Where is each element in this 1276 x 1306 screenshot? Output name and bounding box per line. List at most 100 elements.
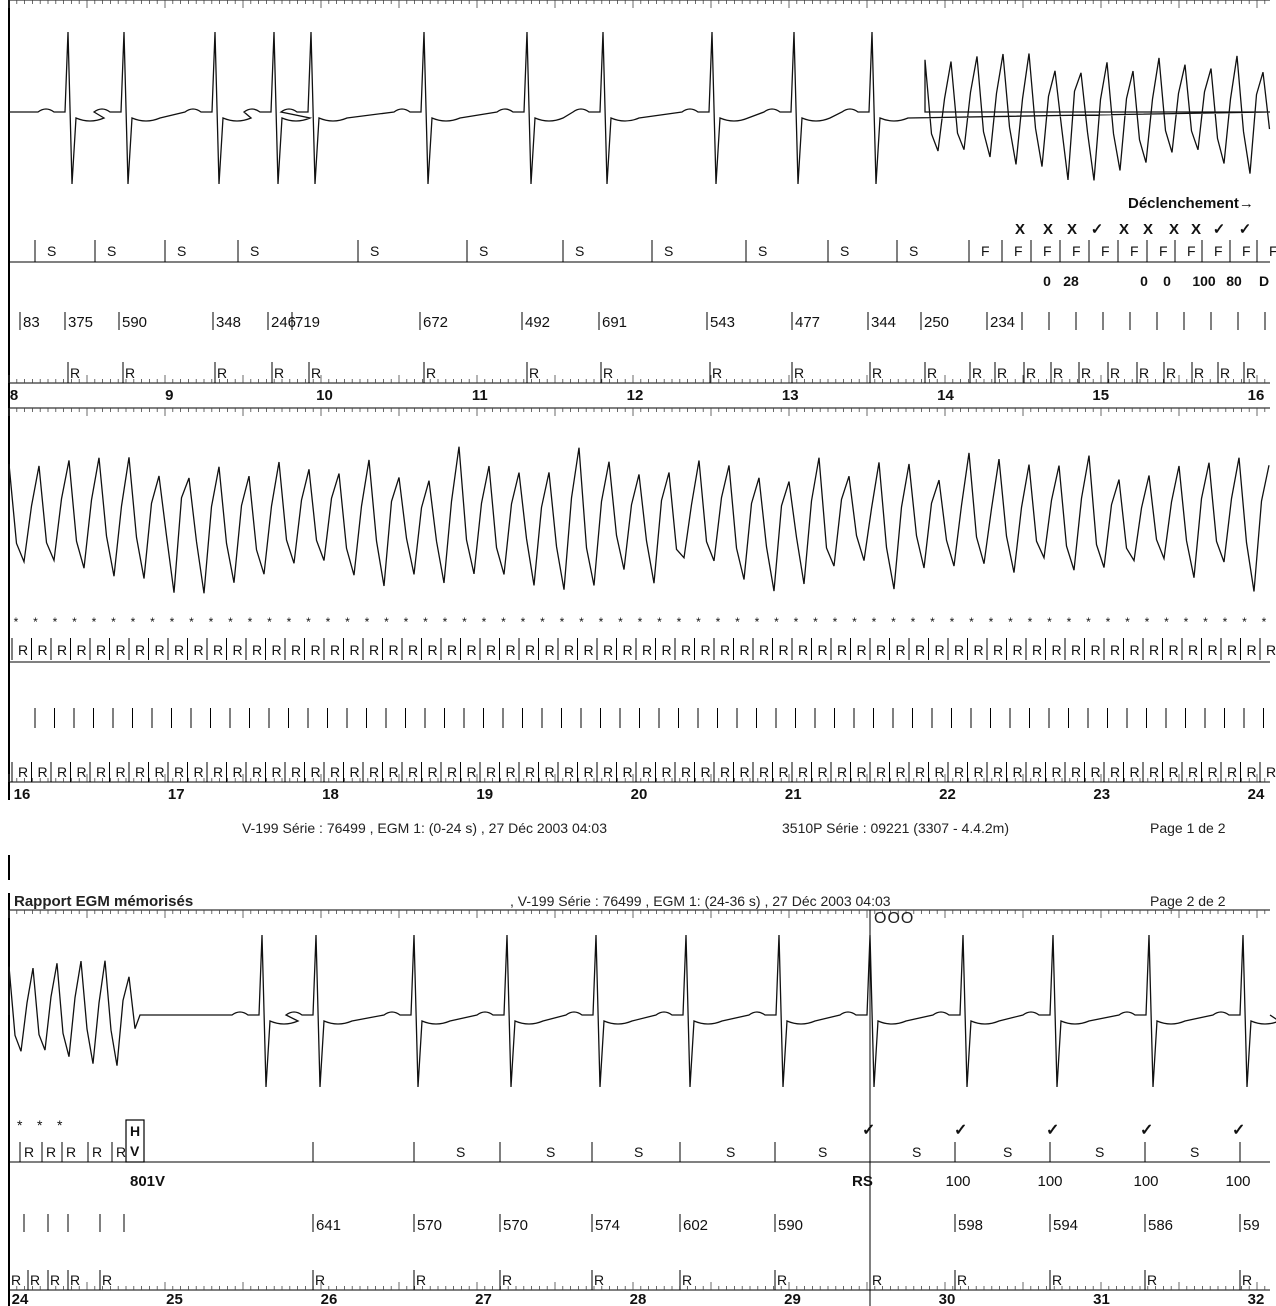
svg-text:R: R xyxy=(1208,642,1218,658)
svg-text:R: R xyxy=(759,642,769,658)
svg-text:R: R xyxy=(896,764,906,780)
svg-text:*: * xyxy=(1067,615,1072,629)
sense-marker: R xyxy=(712,365,722,381)
svg-text:*: * xyxy=(482,615,487,629)
svg-text:*: * xyxy=(774,615,779,629)
report-title: Rapport EGM mémorisés xyxy=(14,893,194,910)
sense-marker: R xyxy=(1026,365,1036,381)
sense-marker: R xyxy=(1081,365,1091,381)
percent-value: 100 xyxy=(1133,1173,1158,1190)
svg-text:R: R xyxy=(272,642,282,658)
svg-text:R: R xyxy=(623,642,633,658)
svg-text:R: R xyxy=(1169,764,1179,780)
svg-text:*: * xyxy=(14,615,19,629)
marker-label: S xyxy=(840,243,849,259)
page2-device: , V-199 Série : 76499 , EGM 1: (24-36 s)… xyxy=(510,893,891,909)
time-label: 32 xyxy=(1248,1291,1265,1306)
svg-text:*: * xyxy=(150,615,155,629)
svg-text:*: * xyxy=(326,615,331,629)
time-label: 15 xyxy=(1092,387,1109,404)
interval-value: 594 xyxy=(1053,1217,1078,1234)
svg-text:R: R xyxy=(50,1272,60,1288)
hv-label: H xyxy=(130,1123,140,1139)
svg-text:*: * xyxy=(228,615,233,629)
svg-text:*: * xyxy=(189,615,194,629)
svg-text:R: R xyxy=(447,764,457,780)
svg-text:R: R xyxy=(1227,642,1237,658)
svg-text:R: R xyxy=(1147,1272,1157,1288)
interval-value: 83 xyxy=(23,314,40,331)
trigger-label: Déclenchement→ xyxy=(1128,195,1254,212)
svg-text:*: * xyxy=(462,615,467,629)
check-mark: ✓ xyxy=(954,1122,967,1139)
count-value: 28 xyxy=(1063,273,1079,289)
svg-text:*: * xyxy=(306,615,311,629)
interval-value: 672 xyxy=(423,314,448,331)
svg-text:R: R xyxy=(740,642,750,658)
svg-text:R: R xyxy=(935,764,945,780)
svg-text:*: * xyxy=(891,615,896,629)
classification-mark: ✓ xyxy=(1239,221,1252,238)
marker-label: F xyxy=(1159,243,1168,259)
footer-programmer: 3510P Série : 09221 (3307 - 4.4.2m) xyxy=(782,820,1010,836)
svg-text:R: R xyxy=(872,1272,882,1288)
marker-label: S xyxy=(912,1144,921,1160)
interval-value: 590 xyxy=(778,1217,803,1234)
count-value: 0 xyxy=(1043,273,1051,289)
svg-text:R: R xyxy=(720,642,730,658)
svg-text:R: R xyxy=(155,764,165,780)
svg-text:R: R xyxy=(798,642,808,658)
svg-text:R: R xyxy=(701,764,711,780)
svg-text:*: * xyxy=(930,615,935,629)
svg-text:R: R xyxy=(174,764,184,780)
time-label: 14 xyxy=(937,387,954,404)
marker-label: S xyxy=(818,1144,827,1160)
check-mark: ✓ xyxy=(1140,1122,1153,1139)
svg-text:R: R xyxy=(416,1272,426,1288)
svg-text:R: R xyxy=(24,1144,34,1160)
time-label: 29 xyxy=(784,1291,801,1306)
svg-text:R: R xyxy=(30,1272,40,1288)
svg-text:R: R xyxy=(194,642,204,658)
svg-text:*: * xyxy=(833,615,838,629)
svg-text:R: R xyxy=(350,642,360,658)
svg-text:R: R xyxy=(233,642,243,658)
page2-page: Page 2 de 2 xyxy=(1150,893,1226,909)
svg-text:R: R xyxy=(837,764,847,780)
classification-mark: X xyxy=(1191,221,1201,238)
sense-marker: R xyxy=(927,365,937,381)
sense-marker: R xyxy=(1139,365,1149,381)
svg-text:*: * xyxy=(1164,615,1169,629)
count-value: 0 xyxy=(1140,273,1148,289)
svg-text:*: * xyxy=(794,615,799,629)
time-label: 22 xyxy=(939,786,956,803)
interval-value: 641 xyxy=(316,1217,341,1234)
svg-text:R: R xyxy=(1188,764,1198,780)
marker-label: S xyxy=(47,243,56,259)
percent-value: 100 xyxy=(1037,1173,1062,1190)
svg-text:R: R xyxy=(502,1272,512,1288)
svg-text:*: * xyxy=(755,615,760,629)
interval-value: 586 xyxy=(1148,1217,1173,1234)
marker-label: F xyxy=(1269,243,1276,259)
svg-text:*: * xyxy=(501,615,506,629)
svg-text:R: R xyxy=(428,642,438,658)
sense-marker: R xyxy=(1166,365,1176,381)
marker-label: S xyxy=(370,243,379,259)
interval-value: 719 xyxy=(295,314,320,331)
interval-value: 59 xyxy=(1243,1217,1260,1234)
svg-text:R: R xyxy=(584,642,594,658)
svg-text:R: R xyxy=(1032,642,1042,658)
svg-text:R: R xyxy=(447,642,457,658)
percent-value: 100 xyxy=(945,1173,970,1190)
svg-text:*: * xyxy=(813,615,818,629)
svg-text:R: R xyxy=(974,764,984,780)
time-label: 11 xyxy=(472,387,488,404)
time-label: 12 xyxy=(627,387,644,404)
classification-mark: ✓ xyxy=(1213,221,1226,238)
marker-label: F xyxy=(1043,243,1052,259)
interval-value: 477 xyxy=(795,314,820,331)
svg-text:*: * xyxy=(131,615,136,629)
classification-mark: X xyxy=(1169,221,1179,238)
svg-text:R: R xyxy=(46,1144,56,1160)
